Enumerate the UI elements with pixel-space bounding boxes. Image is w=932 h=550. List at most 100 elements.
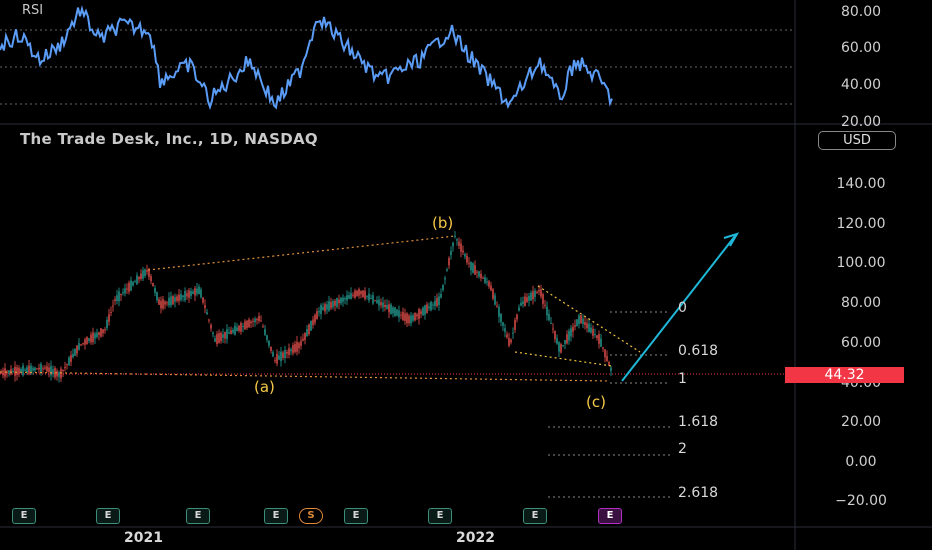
candle-body	[536, 291, 538, 293]
candle-body	[292, 345, 294, 354]
candle-body	[410, 315, 412, 324]
candle-body	[328, 301, 330, 311]
candle-body	[66, 364, 68, 366]
candle-body	[214, 338, 216, 342]
candle-body	[494, 295, 496, 305]
wedge-upper-line[interactable]	[537, 285, 641, 353]
candle-body	[108, 314, 110, 322]
candle-body	[76, 345, 78, 354]
wave-label-c[interactable]: (c)	[586, 393, 606, 411]
earnings-event-icon[interactable]: E	[96, 508, 120, 524]
candle-body	[164, 301, 166, 305]
candle-body	[542, 294, 544, 304]
candle-body	[260, 320, 262, 322]
candle-body	[42, 368, 44, 370]
candle-body	[200, 289, 202, 298]
candle-body	[602, 347, 604, 349]
candle-body	[452, 242, 454, 247]
candle-body	[162, 299, 164, 309]
candle-body	[44, 367, 46, 369]
candle-body	[478, 271, 480, 277]
candle-body	[316, 311, 318, 320]
candle-body	[576, 319, 578, 327]
candle-body	[432, 304, 434, 306]
candle-body	[454, 235, 456, 237]
candle-body	[234, 325, 236, 335]
candle-body	[96, 332, 98, 337]
candle-body	[136, 275, 138, 285]
candle-body	[64, 367, 66, 369]
candle-body	[86, 337, 88, 345]
earnings-event-icon[interactable]: E	[428, 508, 452, 524]
candle-body	[544, 304, 546, 306]
candle-body	[474, 265, 476, 275]
candle-body	[606, 356, 608, 362]
fib-label: 2.618	[678, 485, 719, 501]
earnings-event-icon[interactable]: E	[12, 508, 36, 524]
candle-body	[290, 349, 292, 352]
earnings-event-icon[interactable]: E	[186, 508, 210, 524]
trendline-lower[interactable]	[0, 371, 611, 382]
candle-body	[416, 314, 418, 317]
candle-body	[512, 332, 514, 334]
candle-body	[8, 370, 10, 374]
candle-body	[546, 306, 548, 316]
wave-label-a[interactable]: (a)	[254, 378, 275, 396]
candle-body	[142, 270, 144, 279]
candlestick-series[interactable]	[0, 231, 612, 383]
candle-body	[302, 338, 304, 341]
candle-body	[104, 329, 106, 331]
currency-button[interactable]: USD	[818, 131, 896, 150]
candle-body	[560, 344, 562, 353]
candle-body	[278, 355, 280, 360]
candle-body	[226, 329, 228, 340]
candle-body	[264, 329, 266, 335]
candle-body	[84, 339, 86, 345]
candle-body	[356, 290, 358, 296]
candle-body	[508, 338, 510, 346]
projection-arrowhead	[723, 232, 740, 247]
earnings-event-icon[interactable]: E	[344, 508, 368, 524]
candle-body	[138, 277, 140, 280]
wave-label-b[interactable]: (b)	[432, 214, 454, 232]
candle-body	[154, 288, 156, 293]
rsi-line[interactable]	[0, 5, 613, 111]
trendline-a-b-upper[interactable]	[147, 235, 456, 271]
candle-body	[100, 328, 102, 337]
candle-body	[604, 349, 606, 358]
candle-body	[346, 295, 348, 301]
candle-body	[244, 321, 246, 330]
candle-body	[574, 325, 576, 327]
wedge-lower-line[interactable]	[514, 351, 613, 367]
candle-body	[400, 314, 402, 316]
rsi-indicator-label[interactable]: RSI	[22, 3, 44, 18]
candle-body	[82, 343, 84, 345]
candle-body	[462, 250, 464, 253]
candle-body	[250, 321, 252, 324]
candle-body	[340, 297, 342, 304]
candle-body	[504, 328, 506, 332]
candle-body	[518, 307, 520, 311]
candle-body	[218, 333, 220, 344]
symbol-title[interactable]: The Trade Desk, Inc., 1D, NASDAQ	[20, 130, 318, 148]
candle-body	[184, 291, 186, 301]
candle-body	[538, 290, 540, 292]
candle-body	[594, 334, 596, 336]
candle-body	[114, 299, 116, 301]
candle-body	[212, 332, 214, 335]
projection-arrow[interactable]	[621, 235, 736, 382]
candle-body	[20, 368, 22, 373]
earnings-event-icon[interactable]: E	[523, 508, 547, 524]
candle-body	[140, 273, 142, 280]
candle-body	[384, 304, 386, 308]
price-axis-label: 120.00	[836, 216, 886, 232]
candle-body	[590, 327, 592, 333]
split-event-icon[interactable]: S	[299, 508, 323, 524]
candle-body	[540, 289, 542, 297]
earnings-event-icon[interactable]: E	[264, 508, 288, 524]
earnings-event-icon-upcoming[interactable]: E	[598, 508, 622, 524]
candle-body	[506, 334, 508, 338]
candle-body	[118, 291, 120, 302]
candle-body	[80, 344, 82, 346]
